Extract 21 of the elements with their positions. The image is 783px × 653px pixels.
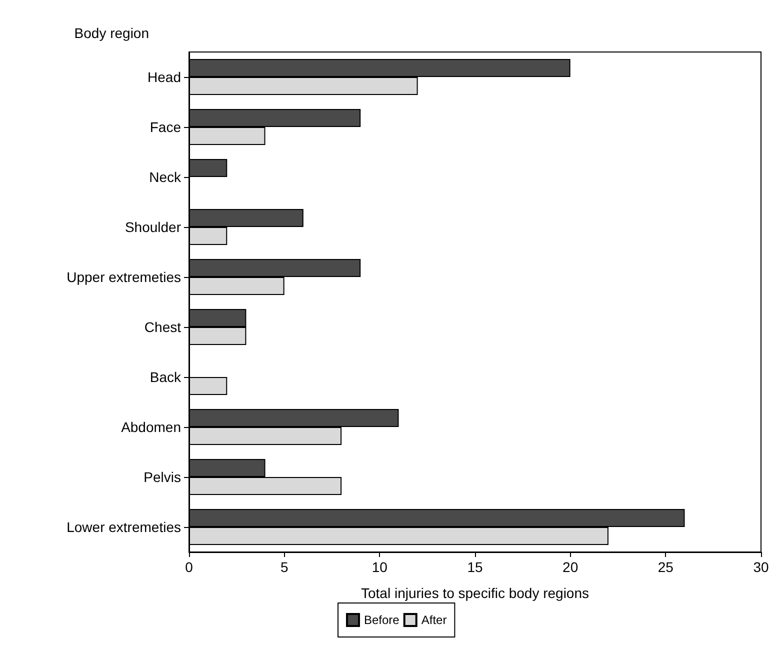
x-tick-label: 25 <box>658 559 674 575</box>
y-tick-label: Face <box>150 119 182 135</box>
y-tick-label: Neck <box>149 169 182 185</box>
x-tick-label: 5 <box>280 559 288 575</box>
y-tick-label: Abdomen <box>121 419 181 435</box>
x-tick-label: 15 <box>467 559 483 575</box>
y-tick-label: Lower extremeties <box>66 519 181 535</box>
x-tick-label: 20 <box>562 559 578 575</box>
y-tick-label: Upper extremeties <box>66 269 181 285</box>
x-tick-label: 0 <box>185 559 194 575</box>
legend-label: After <box>421 613 447 627</box>
y-axis-title: Body region <box>74 25 149 41</box>
legend-label: Before <box>364 613 400 627</box>
y-tick-label: Pelvis <box>144 469 181 485</box>
x-tick-label: 10 <box>372 559 388 575</box>
x-axis-title: Total injuries to specific body regions <box>360 585 590 601</box>
y-tick-label: Back <box>150 369 182 385</box>
y-tick-label: Chest <box>144 319 182 335</box>
x-tick-label: 30 <box>753 559 769 575</box>
y-tick-label: Shoulder <box>124 219 182 235</box>
y-tick-label: Head <box>148 69 181 85</box>
